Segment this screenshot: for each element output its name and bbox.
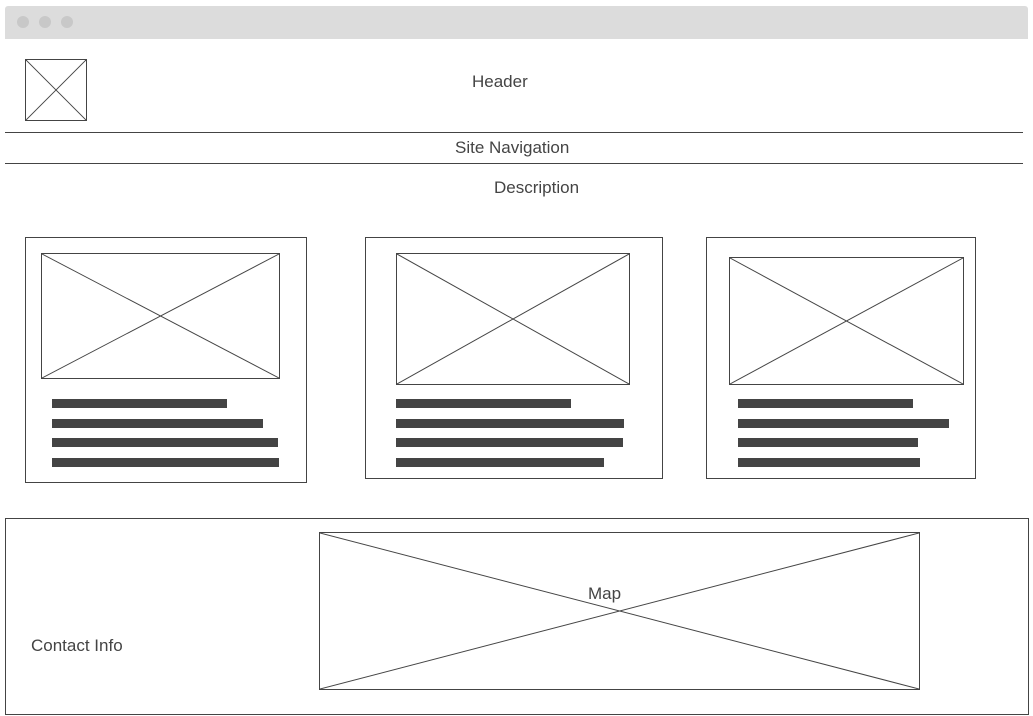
map-placeholder[interactable] [319,532,920,690]
image-placeholder-icon [26,60,86,120]
image-placeholder-icon [730,258,963,384]
logo-placeholder [25,59,87,121]
card-text-line [52,419,263,428]
card-text-line [738,399,913,408]
window-minimize-dot[interactable] [39,16,51,28]
description-text: Description [494,178,580,197]
nav-bottom-divider [5,163,1023,164]
image-placeholder-icon [320,533,919,689]
nav-top-divider [5,132,1023,133]
card-text-line [396,419,624,428]
card-text-line [738,458,920,467]
site-navigation[interactable]: Site Navigation [455,138,570,157]
card-image-placeholder [396,253,630,385]
window-maximize-dot[interactable] [61,16,73,28]
card-text-line [52,399,227,408]
window-titlebar [5,6,1028,39]
header-title: Header [472,72,528,91]
card-text-line [396,399,571,408]
card-text-line [396,458,604,467]
card-image-placeholder [41,253,280,379]
window-close-dot[interactable] [17,16,29,28]
card-text-line [52,458,279,467]
contact-info: Contact Info [31,636,123,655]
image-placeholder-icon [397,254,629,384]
card-text-line [52,438,278,447]
map-label: Map [588,584,622,603]
card-image-placeholder [729,257,964,385]
card-text-line [738,438,918,447]
image-placeholder-icon [42,254,279,378]
card-text-line [396,438,623,447]
card-text-line [738,419,949,428]
